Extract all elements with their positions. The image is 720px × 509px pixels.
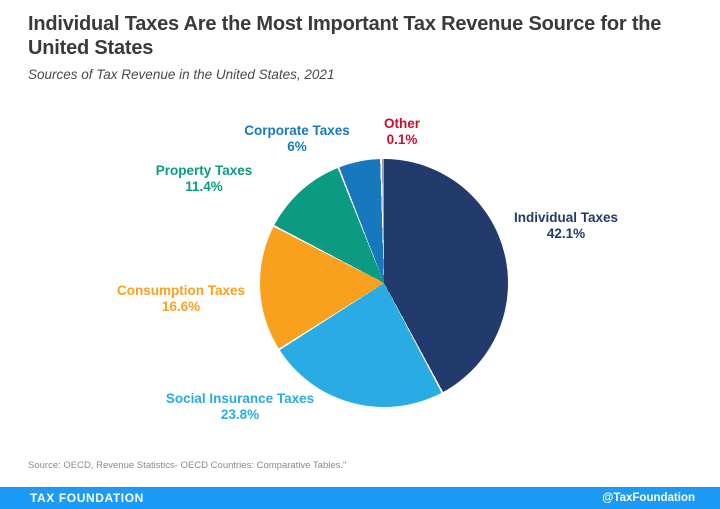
- chart-subtitle: Sources of Tax Revenue in the United Sta…: [28, 67, 335, 82]
- source-note: Source: OECD, Revenue Statistics- OECD C…: [28, 460, 347, 471]
- slice-value: 6%: [287, 139, 307, 154]
- twitter-handle-link[interactable]: @TaxFoundation: [602, 492, 695, 504]
- pie-chart: [260, 159, 508, 407]
- slice-value: 16.6%: [161, 299, 201, 314]
- slice-label-consumption-taxes: Consumption Taxes 16.6%: [117, 283, 245, 315]
- slice-value: 42.1%: [546, 226, 586, 241]
- slice-label-individual-taxes: Individual Taxes 42.1%: [514, 210, 618, 242]
- slice-label-social-insurance-taxes: Social Insurance Taxes 23.8%: [166, 391, 314, 423]
- page-title: Individual Taxes Are the Most Important …: [28, 13, 662, 60]
- footer-bar: TAX FOUNDATION @TaxFoundation: [0, 487, 720, 509]
- slice-value: 11.4%: [185, 179, 223, 194]
- slice-name: Consumption Taxes: [116, 282, 246, 298]
- slice-value: 23.8%: [220, 407, 260, 422]
- slice-label-corporate-taxes: Corporate Taxes 6%: [244, 123, 350, 155]
- slice-label-other: Other 0.1%: [384, 116, 420, 148]
- slice-value: 0.1%: [386, 132, 418, 147]
- slice-name: Corporate Taxes: [244, 122, 350, 138]
- slice-label-property-taxes: Property Taxes 11.4%: [156, 163, 253, 195]
- slice-name: Property Taxes: [155, 162, 253, 178]
- slice-name: Individual Taxes: [513, 209, 619, 225]
- slice-name: Other: [383, 115, 421, 131]
- brand-logo: TAX FOUNDATION: [30, 491, 144, 505]
- slice-name: Social Insurance Taxes: [165, 390, 315, 406]
